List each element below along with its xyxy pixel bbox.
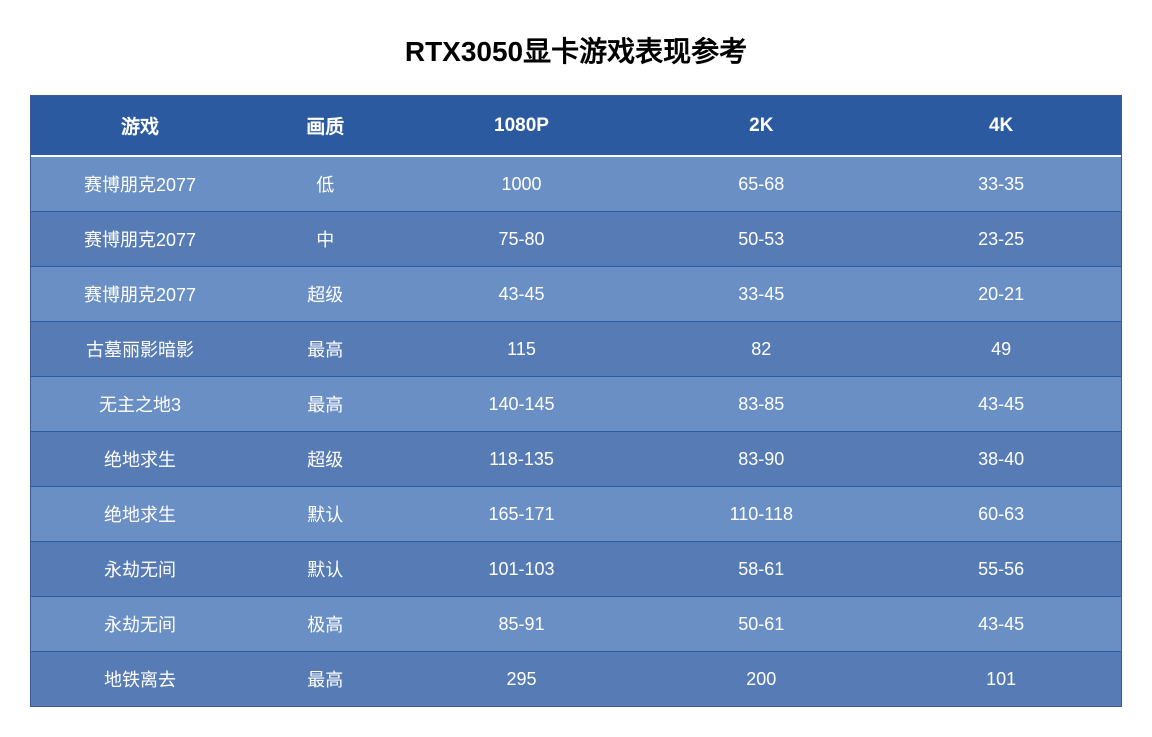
- cell-2k: 200: [641, 652, 881, 707]
- cell-quality: 默认: [249, 487, 402, 542]
- cell-1080p: 101-103: [402, 542, 642, 597]
- cell-game: 赛博朋克2077: [31, 267, 249, 322]
- cell-quality: 中: [249, 212, 402, 267]
- cell-4k: 43-45: [881, 597, 1121, 652]
- cell-2k: 110-118: [641, 487, 881, 542]
- performance-table: 游戏 画质 1080P 2K 4K 赛博朋克2077 低 1000 65-68 …: [31, 96, 1121, 706]
- cell-1080p: 43-45: [402, 267, 642, 322]
- col-header-game: 游戏: [31, 96, 249, 156]
- cell-2k: 50-61: [641, 597, 881, 652]
- cell-game: 古墓丽影暗影: [31, 322, 249, 377]
- cell-1080p: 118-135: [402, 432, 642, 487]
- table-row: 赛博朋克2077 低 1000 65-68 33-35: [31, 156, 1121, 212]
- table-row: 绝地求生 超级 118-135 83-90 38-40: [31, 432, 1121, 487]
- table-body: 赛博朋克2077 低 1000 65-68 33-35 赛博朋克2077 中 7…: [31, 156, 1121, 706]
- cell-4k: 38-40: [881, 432, 1121, 487]
- table-row: 永劫无间 极高 85-91 50-61 43-45: [31, 597, 1121, 652]
- table-header-row: 游戏 画质 1080P 2K 4K: [31, 96, 1121, 156]
- cell-4k: 49: [881, 322, 1121, 377]
- cell-4k: 43-45: [881, 377, 1121, 432]
- cell-1080p: 165-171: [402, 487, 642, 542]
- col-header-4k: 4K: [881, 96, 1121, 156]
- col-header-1080p: 1080P: [402, 96, 642, 156]
- cell-quality: 最高: [249, 652, 402, 707]
- cell-1080p: 295: [402, 652, 642, 707]
- cell-4k: 55-56: [881, 542, 1121, 597]
- cell-quality: 超级: [249, 267, 402, 322]
- table-row: 地铁离去 最高 295 200 101: [31, 652, 1121, 707]
- cell-1080p: 115: [402, 322, 642, 377]
- cell-quality: 极高: [249, 597, 402, 652]
- cell-4k: 23-25: [881, 212, 1121, 267]
- table-row: 赛博朋克2077 超级 43-45 33-45 20-21: [31, 267, 1121, 322]
- cell-game: 赛博朋克2077: [31, 156, 249, 212]
- cell-1080p: 140-145: [402, 377, 642, 432]
- col-header-2k: 2K: [641, 96, 881, 156]
- cell-2k: 65-68: [641, 156, 881, 212]
- table-row: 绝地求生 默认 165-171 110-118 60-63: [31, 487, 1121, 542]
- cell-quality: 低: [249, 156, 402, 212]
- cell-2k: 33-45: [641, 267, 881, 322]
- page-title: RTX3050显卡游戏表现参考: [30, 30, 1122, 70]
- cell-2k: 50-53: [641, 212, 881, 267]
- cell-game: 赛博朋克2077: [31, 212, 249, 267]
- cell-quality: 最高: [249, 377, 402, 432]
- performance-table-container: 游戏 画质 1080P 2K 4K 赛博朋克2077 低 1000 65-68 …: [30, 95, 1122, 707]
- cell-quality: 默认: [249, 542, 402, 597]
- table-row: 赛博朋克2077 中 75-80 50-53 23-25: [31, 212, 1121, 267]
- cell-4k: 101: [881, 652, 1121, 707]
- cell-4k: 33-35: [881, 156, 1121, 212]
- col-header-quality: 画质: [249, 96, 402, 156]
- cell-4k: 20-21: [881, 267, 1121, 322]
- cell-game: 绝地求生: [31, 487, 249, 542]
- cell-2k: 58-61: [641, 542, 881, 597]
- cell-game: 永劫无间: [31, 542, 249, 597]
- cell-4k: 60-63: [881, 487, 1121, 542]
- cell-1080p: 1000: [402, 156, 642, 212]
- cell-game: 无主之地3: [31, 377, 249, 432]
- cell-2k: 83-85: [641, 377, 881, 432]
- cell-game: 绝地求生: [31, 432, 249, 487]
- cell-quality: 最高: [249, 322, 402, 377]
- cell-2k: 83-90: [641, 432, 881, 487]
- cell-1080p: 75-80: [402, 212, 642, 267]
- table-row: 永劫无间 默认 101-103 58-61 55-56: [31, 542, 1121, 597]
- cell-game: 永劫无间: [31, 597, 249, 652]
- table-row: 古墓丽影暗影 最高 115 82 49: [31, 322, 1121, 377]
- table-row: 无主之地3 最高 140-145 83-85 43-45: [31, 377, 1121, 432]
- cell-2k: 82: [641, 322, 881, 377]
- cell-game: 地铁离去: [31, 652, 249, 707]
- cell-1080p: 85-91: [402, 597, 642, 652]
- cell-quality: 超级: [249, 432, 402, 487]
